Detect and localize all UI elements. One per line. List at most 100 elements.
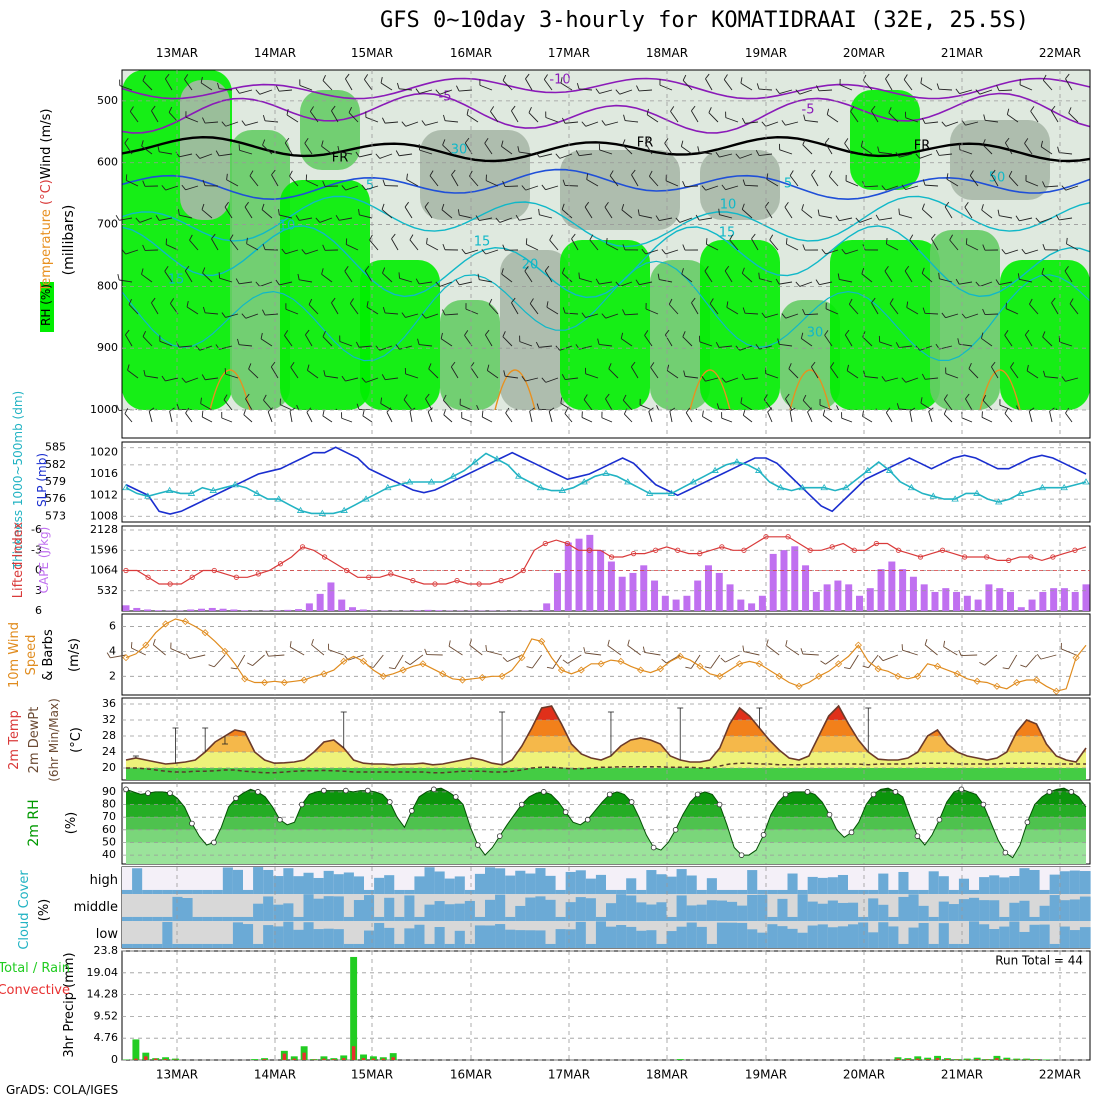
wind-barb: [784, 201, 789, 208]
cloud-cell: [202, 894, 214, 921]
cloud-cover: [505, 916, 516, 921]
wind-barb: [583, 399, 593, 411]
wind-barb: [331, 297, 336, 304]
wind-barb: [165, 244, 179, 251]
wind-barb: [201, 374, 206, 380]
wind-barb: [339, 341, 353, 347]
wind-barb: [965, 393, 970, 400]
data-point: [807, 547, 813, 553]
cloud-cover: [495, 924, 506, 948]
wind-barb: [941, 312, 946, 318]
date-label-top: 16MAR: [450, 46, 492, 60]
wind-barb: [825, 654, 839, 665]
chart-title: GFS 0~10day 3-hourly for KOMATIDRAAI (32…: [380, 8, 1030, 33]
wind-barb: [531, 654, 543, 669]
wind-barb: [961, 654, 978, 657]
wind-barb: [488, 298, 493, 305]
tick-label: 573: [45, 509, 66, 522]
cloud-cover: [928, 943, 940, 948]
wind-barb: [1061, 376, 1066, 382]
wind-barb: [803, 114, 806, 121]
tick-label: 585: [45, 441, 66, 454]
cloud-cover: [182, 889, 194, 894]
wind-barb: [861, 268, 865, 275]
wind-barb: [529, 298, 534, 304]
cloud-cover: [333, 896, 345, 921]
cloud-cover: [606, 889, 617, 894]
wind-barb: [785, 238, 788, 245]
wind-barb: [685, 407, 691, 413]
wind-barb: [704, 265, 709, 272]
wind-barb: [961, 119, 966, 126]
cape-bar: [198, 608, 206, 611]
cloud-cover: [858, 916, 869, 921]
rh-region: [440, 300, 500, 410]
cloud-cover: [696, 926, 708, 948]
cloud-cover: [202, 943, 214, 948]
wind-barb: [615, 281, 621, 287]
tick-label: 1008: [90, 510, 118, 523]
data-point: [277, 561, 284, 567]
wind-barb: [741, 203, 745, 210]
wind-barb: [779, 89, 793, 94]
wind-barb: [409, 654, 424, 665]
wind-barb: [469, 639, 472, 646]
wind-barb: [142, 336, 153, 347]
wind-barb: [811, 169, 816, 176]
wind-barb: [223, 399, 233, 411]
cloud-cell: [152, 894, 163, 921]
wind-barb: [307, 370, 319, 379]
cloud-cover: [545, 943, 557, 948]
data-point: [231, 481, 239, 488]
cloud-cover: [474, 873, 486, 894]
warm-contour: [979, 369, 1021, 411]
wind-barb: [442, 394, 447, 401]
wind-barb: [465, 249, 479, 255]
wind-barb: [427, 407, 433, 413]
cloud-cover: [636, 902, 647, 921]
date-label-bottom: 22MAR: [1039, 1068, 1081, 1082]
wind-barb: [450, 366, 459, 379]
wind-barb: [289, 411, 293, 423]
cloud-cell: [394, 867, 405, 894]
cloud-cover: [152, 889, 163, 894]
wind-barb: [805, 119, 819, 123]
cape-bar: [769, 553, 777, 611]
wind-barb: [308, 298, 313, 305]
wind-barb: [964, 201, 969, 208]
data-point: [123, 567, 129, 574]
cloud-cover: [313, 877, 325, 894]
cloud-cover: [938, 876, 950, 894]
cloud-cell: [696, 867, 708, 894]
convective-bar: [342, 1058, 346, 1060]
wind-barb: [345, 73, 350, 80]
wind-barb: [519, 217, 533, 221]
wind-barb: [346, 244, 359, 251]
wind-barb: [685, 375, 699, 379]
wind-barb: [761, 312, 766, 318]
wind-barb: [957, 338, 960, 345]
wind-barb: [1008, 176, 1019, 187]
wind-barb: [1050, 110, 1059, 123]
wind-barb: [702, 416, 713, 423]
wind-barb: [741, 117, 746, 124]
cloud-cover: [323, 896, 335, 921]
wind-barb: [295, 215, 300, 221]
wind-barb: [450, 361, 456, 368]
wind-barb: [729, 234, 734, 241]
wind-barb: [205, 312, 219, 315]
wind-barb: [645, 249, 659, 255]
wind-barb: [885, 407, 891, 413]
convective-bar: [381, 1058, 386, 1060]
wind-barb: [615, 89, 621, 95]
wind-barb: [949, 239, 959, 251]
data-point: [187, 489, 196, 496]
wind-barb: [691, 302, 699, 315]
wind-barb: [718, 208, 720, 215]
axis-label: 2m DewPt: [27, 707, 42, 774]
wind-barb: [521, 375, 526, 382]
cloud-cell: [464, 921, 476, 948]
wind-barb: [1065, 412, 1073, 423]
wind-barb: [1059, 217, 1073, 221]
cloud-cover: [747, 894, 758, 921]
